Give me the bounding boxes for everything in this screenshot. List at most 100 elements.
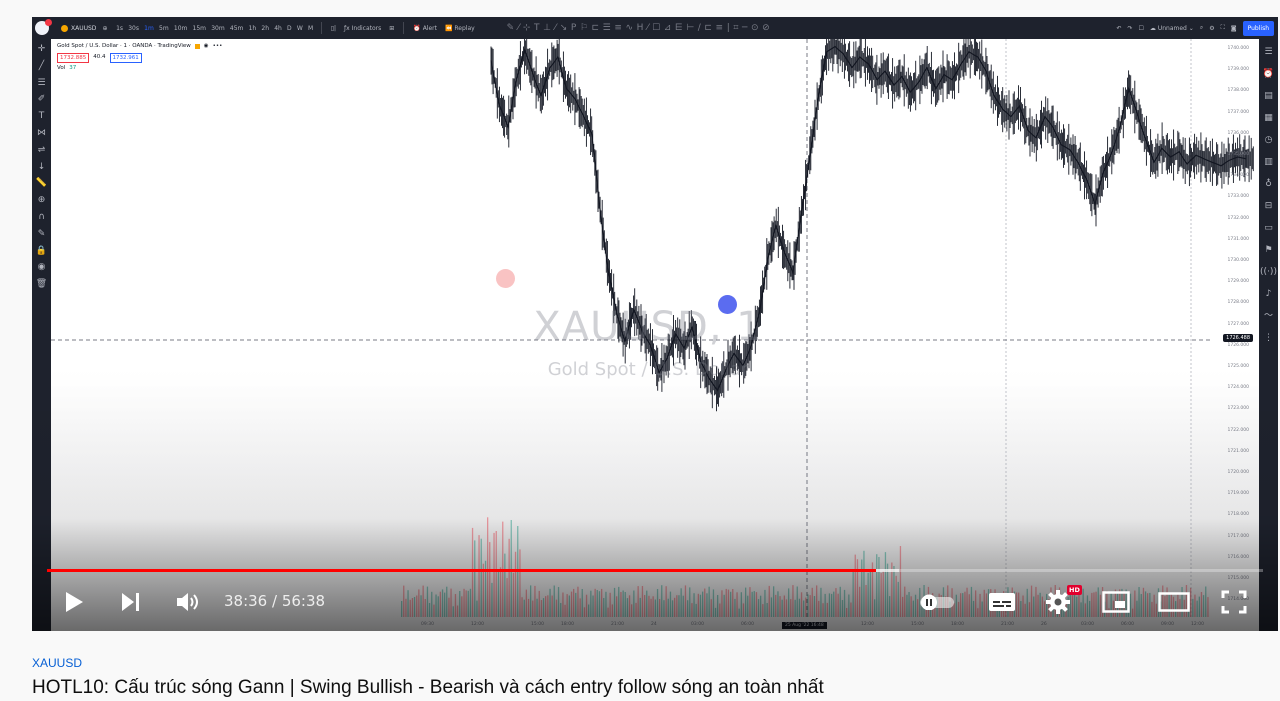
cursor-dot-blue: [718, 295, 737, 314]
chat-icon[interactable]: ▭: [1264, 219, 1273, 237]
alerts-icon[interactable]: ⏰: [1263, 65, 1274, 83]
timeframe-2h[interactable]: 2h: [259, 25, 272, 32]
price-chart[interactable]: [51, 39, 1259, 631]
channel-name[interactable]: XAUUSD: [32, 656, 82, 670]
price-tick-label: 1722.000: [1228, 428, 1249, 433]
trendline-icon[interactable]: ╱: [39, 59, 44, 74]
timeframe-5m[interactable]: 5m: [156, 25, 171, 32]
ideas-icon[interactable]: ♁: [1265, 175, 1272, 193]
price-tick-label: 1734.000: [1228, 173, 1249, 178]
subtitles-button[interactable]: [984, 582, 1020, 622]
tv-publish-button[interactable]: Publish: [1243, 21, 1274, 36]
price-tick-label: 1719.000: [1228, 491, 1249, 496]
timeframe-1m[interactable]: 1m: [142, 25, 157, 32]
tv-symbol-search[interactable]: XAUUSD: [61, 25, 96, 32]
chart-type-icon[interactable]: ▯|: [331, 25, 336, 32]
price-tick-label: 1724.000: [1228, 385, 1249, 390]
broadcast-icon[interactable]: ((·)): [1260, 263, 1277, 281]
timeframe-4h[interactable]: 4h: [272, 25, 285, 32]
tv-replay-button[interactable]: ⏪ Replay: [445, 25, 475, 32]
brush-icon[interactable]: ✐: [38, 92, 46, 107]
bid-price-button[interactable]: 1732.885: [57, 53, 89, 63]
measure-icon[interactable]: ⇌: [38, 143, 46, 158]
tv-user-avatar[interactable]: [35, 21, 49, 35]
theater-mode-button[interactable]: [1156, 582, 1192, 622]
trading-icon[interactable]: 〜: [1264, 307, 1273, 325]
price-tick-label: 1730.000: [1228, 258, 1249, 263]
video-player[interactable]: XAUUSD ⊕ 1s 30s 1m 5m 10m 15m 30m 45m 1h 2h 4h D W M …: [32, 17, 1278, 631]
screener-icon[interactable]: ⊟: [1265, 197, 1273, 215]
fib-icon[interactable]: ☰: [37, 76, 45, 91]
chart-pane[interactable]: XAUUSD, 1 Gold Spot / U.S. Dollar Gold S…: [51, 39, 1259, 631]
time-separator: /: [267, 592, 282, 610]
visibility-icon[interactable]: ◉: [204, 41, 209, 52]
undo-icon[interactable]: ↶: [1116, 25, 1121, 32]
tv-indicators-button[interactable]: ƒx Indicators: [344, 25, 381, 32]
search-icon[interactable]: ⌕: [1200, 24, 1203, 32]
cursor-dot-pink: [496, 269, 515, 288]
duration: 56:38: [282, 592, 325, 610]
time-tick-label: 09:30: [421, 622, 434, 627]
timeframe-15m[interactable]: 15m: [190, 25, 209, 32]
timeframe-30m[interactable]: 30m: [209, 25, 228, 32]
layouts-icon[interactable]: ⊞: [389, 25, 394, 32]
tv-timeframe-list: 1s 30s 1m 5m 10m 15m 30m 45m 1h 2h 4h D W M: [113, 25, 315, 32]
trash-icon[interactable]: 🗑: [36, 277, 47, 292]
time-tick-label: 18:00: [951, 622, 964, 627]
miniplayer-icon: [1102, 591, 1130, 613]
camera-icon[interactable]: ◙: [1231, 25, 1237, 32]
timeframe-1h[interactable]: 1h: [246, 25, 259, 32]
progress-bar[interactable]: [47, 569, 1263, 572]
price-tick-label: 1736.000: [1228, 131, 1249, 136]
arrow-down-icon[interactable]: ↓: [38, 160, 46, 175]
volume-value: 37: [69, 63, 76, 74]
hd-badge: HD: [1067, 585, 1082, 595]
timeframe-w[interactable]: W: [294, 25, 305, 32]
next-button[interactable]: [114, 582, 146, 622]
layout-icon[interactable]: ☐: [1139, 25, 1144, 32]
eye-icon[interactable]: ◉: [38, 260, 46, 275]
time-tick-label: 03:00: [1081, 622, 1094, 627]
watchlist-icon[interactable]: ☰: [1264, 43, 1272, 61]
timeframe-d[interactable]: D: [284, 25, 294, 32]
tv-alert-button[interactable]: ⏰ Alert: [413, 25, 437, 32]
timeframe-30s[interactable]: 30s: [126, 25, 142, 32]
text-icon[interactable]: T: [39, 109, 45, 124]
timeframe-10m[interactable]: 10m: [171, 25, 190, 32]
notifications-icon[interactable]: ⚑: [1264, 241, 1272, 259]
zoom-icon[interactable]: ⊕: [38, 193, 46, 208]
bell-icon[interactable]: ♪: [1266, 285, 1272, 303]
magnet-icon[interactable]: ∩: [38, 210, 45, 225]
settings-icon[interactable]: ⚙: [1209, 25, 1214, 32]
mute-button[interactable]: [170, 582, 206, 622]
pattern-icon[interactable]: ⋈: [37, 126, 46, 141]
fullscreen-icon[interactable]: ⛶: [1221, 24, 1225, 32]
data-window-icon[interactable]: ▤: [1264, 87, 1273, 105]
redo-icon[interactable]: ↷: [1128, 25, 1133, 32]
time-tick-label: 18:00: [561, 622, 574, 627]
crosshair-icon[interactable]: ✛: [38, 42, 46, 57]
lock-icon[interactable]: 🔒: [36, 244, 47, 259]
time-tick-label: 21:00: [611, 622, 624, 627]
timeframe-m[interactable]: M: [305, 25, 315, 32]
pencil-lock-icon[interactable]: ✎: [38, 227, 46, 242]
ask-price-button[interactable]: 1732.961: [110, 53, 142, 63]
miniplayer-button[interactable]: [1098, 582, 1134, 622]
more-options-icon[interactable]: •••: [213, 41, 223, 52]
ruler-icon[interactable]: 📏: [36, 176, 47, 191]
volume-icon: [175, 591, 201, 613]
clock-icon[interactable]: ◷: [1265, 131, 1273, 149]
more-icon[interactable]: ⋮: [1264, 329, 1273, 347]
drawing-toolbar-icons[interactable]: ✎⁄⊹T⊥⁄↘P⚐⊏☰≡∿H⁄☐⊿⋿⊢∕⊏≡|⌗─⊙⊘: [507, 23, 774, 33]
news-icon[interactable]: ▥: [1264, 153, 1273, 171]
compare-symbol-icon[interactable]: ⊕: [102, 25, 107, 32]
timeframe-1s[interactable]: 1s: [113, 25, 125, 32]
cloud-icon[interactable]: ☁ Unnamed ⌄: [1150, 25, 1194, 32]
timeframe-45m[interactable]: 45m: [227, 25, 246, 32]
fullscreen-button[interactable]: [1216, 582, 1252, 622]
play-button[interactable]: [58, 582, 90, 622]
calendar-icon[interactable]: ▦: [1264, 109, 1273, 127]
time-tick-label: 12:00: [1191, 622, 1204, 627]
autoplay-toggle[interactable]: [916, 582, 960, 622]
time-tick-label: 06:00: [1121, 622, 1134, 627]
